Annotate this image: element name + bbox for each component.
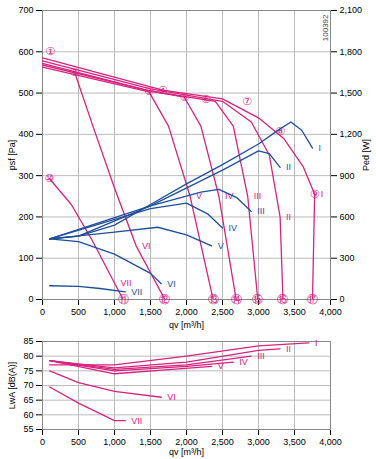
svg-text:I: I [315, 338, 318, 348]
svg-text:70: 70 [23, 380, 33, 390]
svg-text:0: 0 [340, 294, 345, 304]
svg-text:500: 500 [71, 437, 86, 447]
svg-text:0: 0 [40, 307, 45, 317]
svg-text:600: 600 [340, 212, 355, 222]
svg-text:⑮: ⑮ [252, 293, 263, 306]
svg-text:1,200: 1,200 [340, 129, 363, 139]
svg-text:II: II [286, 162, 291, 172]
svg-text:VII: VII [121, 278, 132, 288]
svg-text:psf [Pa]: psf [Pa] [7, 140, 17, 171]
svg-text:⑤: ⑤ [179, 91, 189, 104]
svg-text:1,800: 1,800 [340, 47, 363, 57]
svg-text:3,500: 3,500 [283, 437, 306, 447]
svg-text:I: I [319, 143, 322, 153]
svg-text:qv [m³/h]: qv [m³/h] [169, 447, 204, 457]
svg-text:85: 85 [23, 336, 33, 346]
svg-text:⑦: ⑦ [242, 95, 252, 108]
svg-text:200: 200 [18, 212, 33, 222]
svg-text:0: 0 [40, 437, 45, 447]
svg-text:4,000: 4,000 [319, 437, 342, 447]
svg-text:V: V [196, 191, 203, 202]
svg-text:100: 100 [18, 253, 33, 263]
svg-text:300: 300 [340, 253, 355, 263]
svg-text:VI: VI [167, 279, 176, 289]
svg-text:2,500: 2,500 [211, 307, 234, 317]
svg-text:700: 700 [18, 5, 33, 15]
svg-text:II: II [286, 344, 291, 354]
svg-text:65: 65 [23, 395, 33, 405]
svg-text:⑰: ⑰ [307, 293, 318, 306]
svg-text:60: 60 [23, 410, 33, 420]
svg-text:2,100: 2,100 [340, 5, 363, 15]
svg-text:IV: IV [224, 191, 234, 202]
svg-text:①: ① [45, 45, 55, 58]
svg-text:80: 80 [23, 351, 33, 361]
svg-text:I: I [321, 189, 324, 199]
svg-text:IV: IV [229, 223, 238, 233]
svg-text:2,000: 2,000 [175, 307, 198, 317]
svg-text:4,000: 4,000 [319, 307, 342, 317]
svg-text:⑨: ⑨ [310, 188, 320, 201]
svg-text:⑥: ⑥ [201, 93, 211, 106]
svg-text:⑬: ⑬ [208, 293, 219, 306]
svg-text:55: 55 [23, 424, 33, 434]
svg-text:VI: VI [142, 241, 151, 251]
svg-text:2,500: 2,500 [211, 437, 234, 447]
svg-text:2,000: 2,000 [175, 437, 198, 447]
svg-text:III: III [254, 191, 262, 201]
svg-text:400: 400 [18, 129, 33, 139]
svg-text:1,500: 1,500 [340, 88, 363, 98]
svg-text:3,000: 3,000 [247, 307, 270, 317]
svg-text:⑧: ⑧ [275, 125, 285, 138]
svg-text:1,500: 1,500 [139, 437, 162, 447]
svg-text:qv [m³/h]: qv [m³/h] [169, 320, 204, 330]
svg-text:600: 600 [18, 47, 33, 57]
svg-text:②: ② [70, 66, 80, 79]
svg-text:VII: VII [131, 287, 142, 297]
svg-text:1,000: 1,000 [103, 437, 126, 447]
svg-text:④: ④ [158, 84, 168, 97]
svg-text:1,500: 1,500 [139, 307, 162, 317]
svg-text:⑫: ⑫ [159, 293, 170, 306]
svg-text:III: III [257, 351, 265, 361]
svg-text:V: V [218, 241, 224, 251]
svg-text:⑭: ⑭ [231, 293, 242, 306]
svg-text:75: 75 [23, 366, 33, 376]
svg-text:500: 500 [71, 307, 86, 317]
svg-text:LwA [dB(A)]: LwA [dB(A)] [7, 362, 17, 410]
svg-text:500: 500 [18, 88, 33, 98]
svg-text:3,500: 3,500 [283, 307, 306, 317]
svg-text:III: III [257, 206, 265, 216]
svg-text:⑩: ⑩ [44, 172, 54, 185]
svg-text:V: V [218, 361, 224, 371]
svg-text:Ped [W]: Ped [W] [361, 139, 371, 171]
svg-text:③: ③ [144, 85, 154, 98]
svg-text:⑪: ⑪ [118, 293, 129, 306]
svg-text:3,000: 3,000 [247, 437, 270, 447]
svg-text:300: 300 [18, 171, 33, 181]
svg-text:II: II [286, 212, 291, 222]
svg-text:VI: VI [167, 392, 176, 402]
svg-text:VII: VII [131, 416, 142, 426]
svg-text:⑯: ⑯ [277, 293, 288, 306]
svg-text:900: 900 [340, 171, 355, 181]
svg-text:100392: 100392 [321, 14, 330, 41]
svg-text:0: 0 [28, 294, 33, 304]
svg-text:IV: IV [239, 357, 248, 367]
svg-text:1,000: 1,000 [103, 307, 126, 317]
